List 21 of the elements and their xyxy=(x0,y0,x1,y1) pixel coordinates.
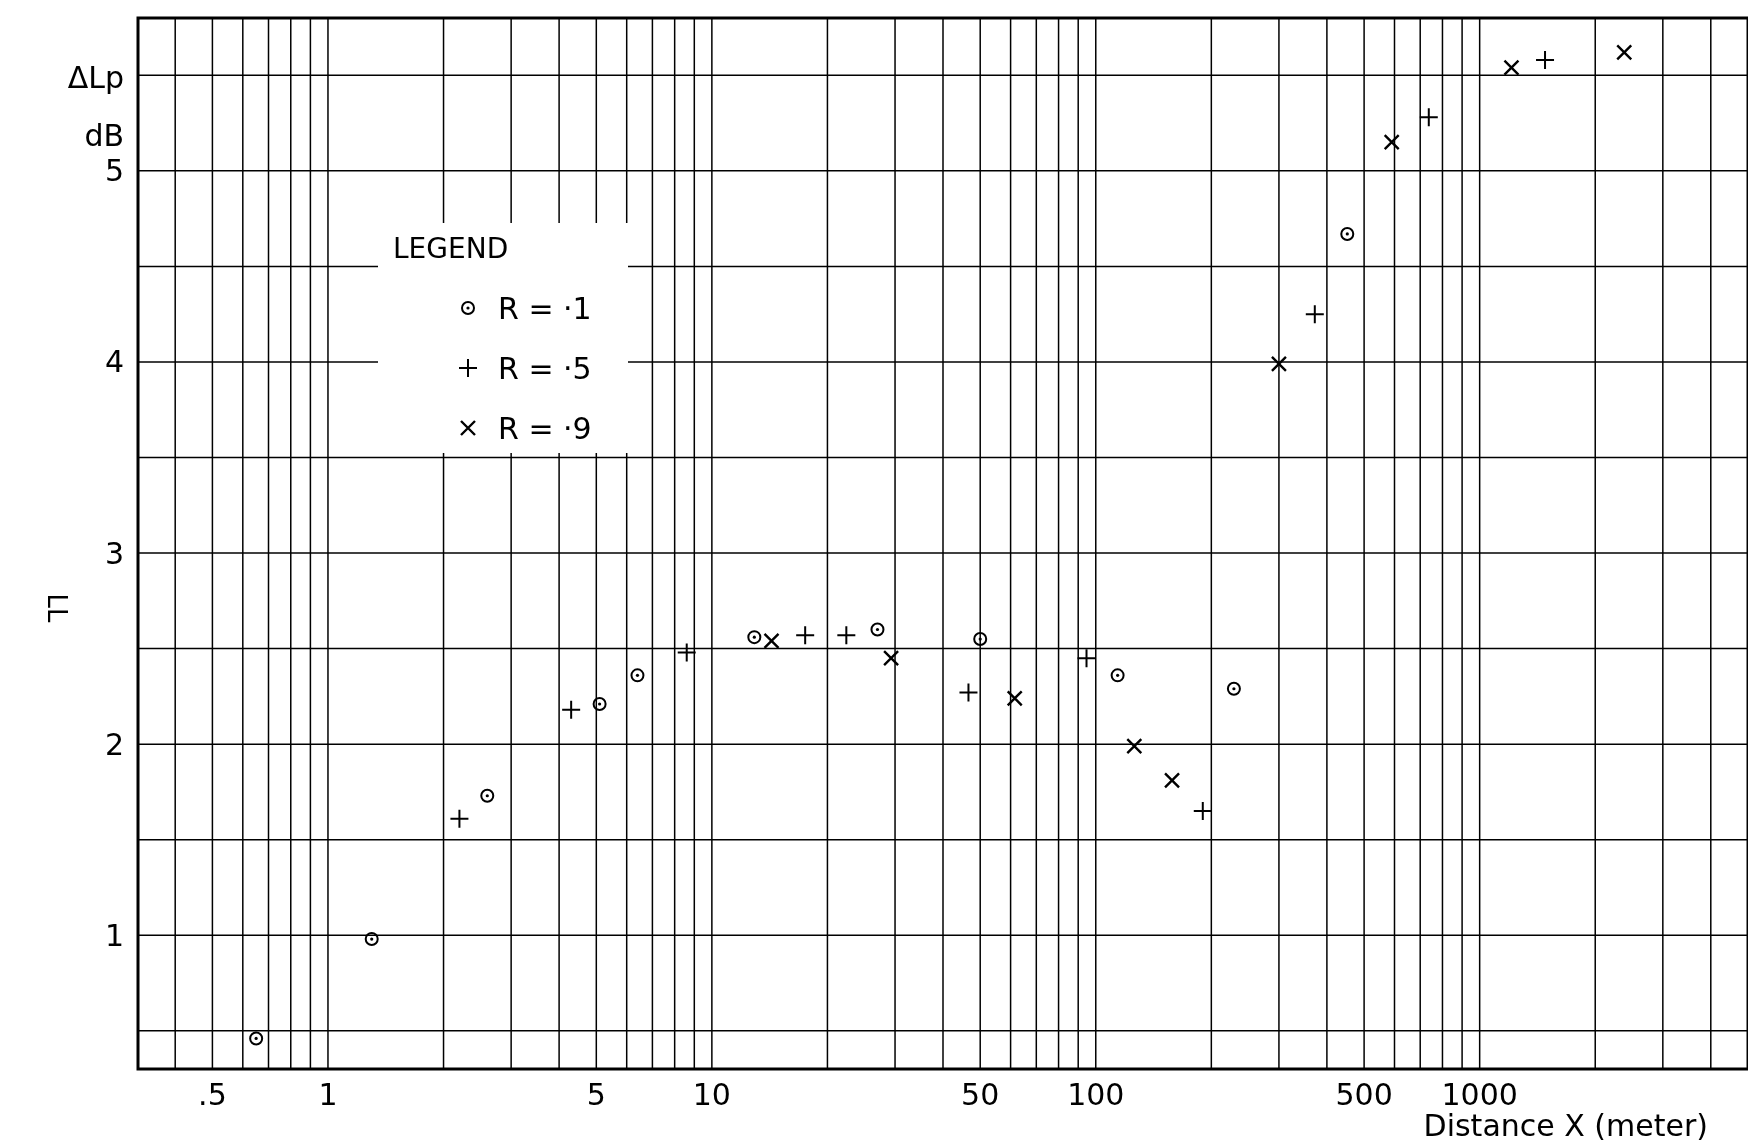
legend-label: R = ·5 xyxy=(498,350,592,386)
y-tick-label: 3 xyxy=(104,535,124,571)
y-tick-label: 1 xyxy=(104,917,124,953)
y-axis-title: ΔLp dB xyxy=(67,60,124,153)
x-tick-label: .5 xyxy=(198,1077,227,1112)
legend-label: R = ·9 xyxy=(498,410,592,446)
x-tick-label: 50 xyxy=(961,1077,1000,1112)
x-tick-label: 100 xyxy=(1067,1077,1125,1112)
legend-label: R = ·1 xyxy=(498,290,592,326)
legend-entry: R = ·1 xyxy=(461,290,592,326)
y-tick-label: 5 xyxy=(104,153,124,189)
x-tick-label: 10 xyxy=(692,1077,731,1112)
legend-entry: R = ·5 xyxy=(458,350,592,386)
x-tick-label: 1 xyxy=(318,1077,338,1112)
y-tick-label: 4 xyxy=(104,344,124,380)
x-tick-label: 5 xyxy=(586,1077,606,1112)
text: LL xyxy=(42,593,72,623)
x-tick-label: 500 xyxy=(1335,1077,1393,1112)
y-tick-label: 2 xyxy=(104,726,124,762)
legend-entry: R = ·9 xyxy=(459,410,592,446)
legend-title: LEGEND xyxy=(393,232,509,265)
